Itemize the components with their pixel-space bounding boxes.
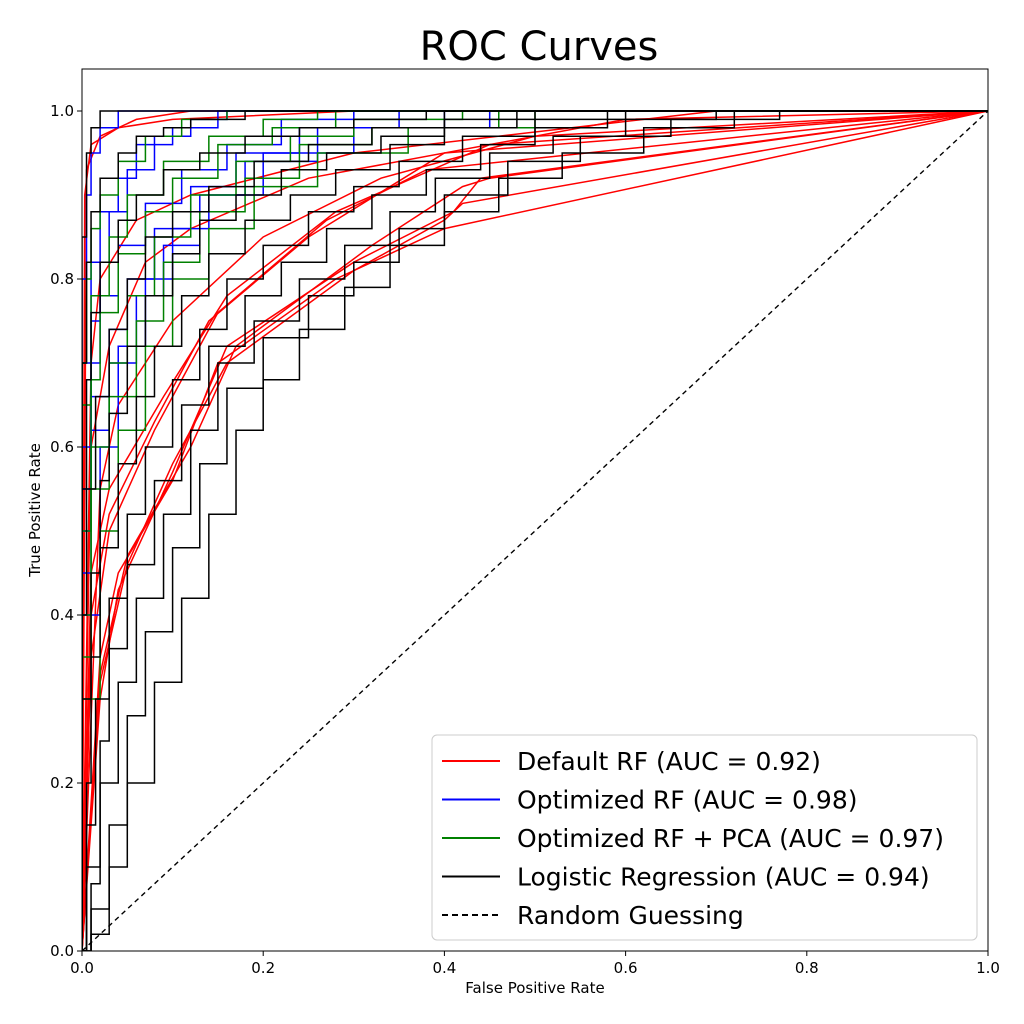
y-axis-ticks: 0.0 0.2 0.4 0.6 0.8 1.0 bbox=[50, 102, 82, 960]
legend-box bbox=[431, 734, 978, 941]
roc-curve-logistic-regression-27 bbox=[82, 110, 988, 951]
y-tick-label: 0.8 bbox=[50, 270, 74, 288]
legend-label: Optimized RF + PCA (AUC = 0.97) bbox=[517, 824, 944, 853]
chart-title: ROC Curves bbox=[420, 24, 659, 70]
y-tick-label: 0.2 bbox=[50, 774, 74, 792]
legend-label: Logistic Regression (AUC = 0.94) bbox=[517, 863, 930, 892]
y-tick-label: 0.6 bbox=[50, 438, 74, 456]
roc-curve-logistic-regression-28 bbox=[82, 110, 988, 951]
y-tick-label: 0.4 bbox=[50, 606, 74, 624]
roc-curve-logistic-regression-30 bbox=[82, 110, 988, 951]
legend: Default RF (AUC = 0.92) Optimized RF (AUC… bbox=[431, 734, 978, 941]
roc-curves bbox=[82, 110, 988, 951]
x-tick-label: 0.0 bbox=[70, 959, 94, 977]
roc-curve-logistic-regression-31 bbox=[82, 110, 988, 951]
roc-curve-logistic-regression-34 bbox=[82, 110, 988, 951]
roc-curve-random-guessing-36 bbox=[82, 110, 988, 951]
y-tick-label: 0.0 bbox=[50, 942, 74, 960]
x-axis-label: False Positive Rate bbox=[465, 979, 604, 997]
roc-curve-logistic-regression-26 bbox=[82, 110, 988, 951]
y-axis-label: True Positive Rate bbox=[26, 443, 44, 578]
legend-label: Optimized RF (AUC = 0.98) bbox=[517, 786, 857, 815]
plot-frame bbox=[81, 68, 989, 952]
y-tick-label: 1.0 bbox=[50, 102, 74, 120]
legend-label: Random Guessing bbox=[517, 901, 744, 930]
x-tick-label: 1.0 bbox=[976, 959, 1000, 977]
roc-curve-logistic-regression-33 bbox=[82, 110, 988, 951]
x-tick-label: 0.6 bbox=[614, 959, 638, 977]
roc-curve-default-rf-3 bbox=[82, 110, 988, 951]
roc-curve-logistic-regression-25 bbox=[82, 110, 988, 951]
legend-label: Default RF (AUC = 0.92) bbox=[517, 747, 821, 776]
roc-curve-logistic-regression-29 bbox=[82, 110, 988, 951]
x-tick-label: 0.4 bbox=[432, 959, 456, 977]
x-tick-label: 0.8 bbox=[795, 959, 819, 977]
x-tick-label: 0.2 bbox=[251, 959, 275, 977]
roc-curve-default-rf-9 bbox=[82, 110, 988, 951]
roc-curve-logistic-regression-32 bbox=[82, 110, 988, 951]
roc-curve-default-rf-7 bbox=[82, 110, 988, 951]
roc-curve-logistic-regression-35 bbox=[82, 110, 988, 951]
x-axis-ticks: 0.0 0.2 0.4 0.6 0.8 1.0 bbox=[70, 951, 1000, 977]
